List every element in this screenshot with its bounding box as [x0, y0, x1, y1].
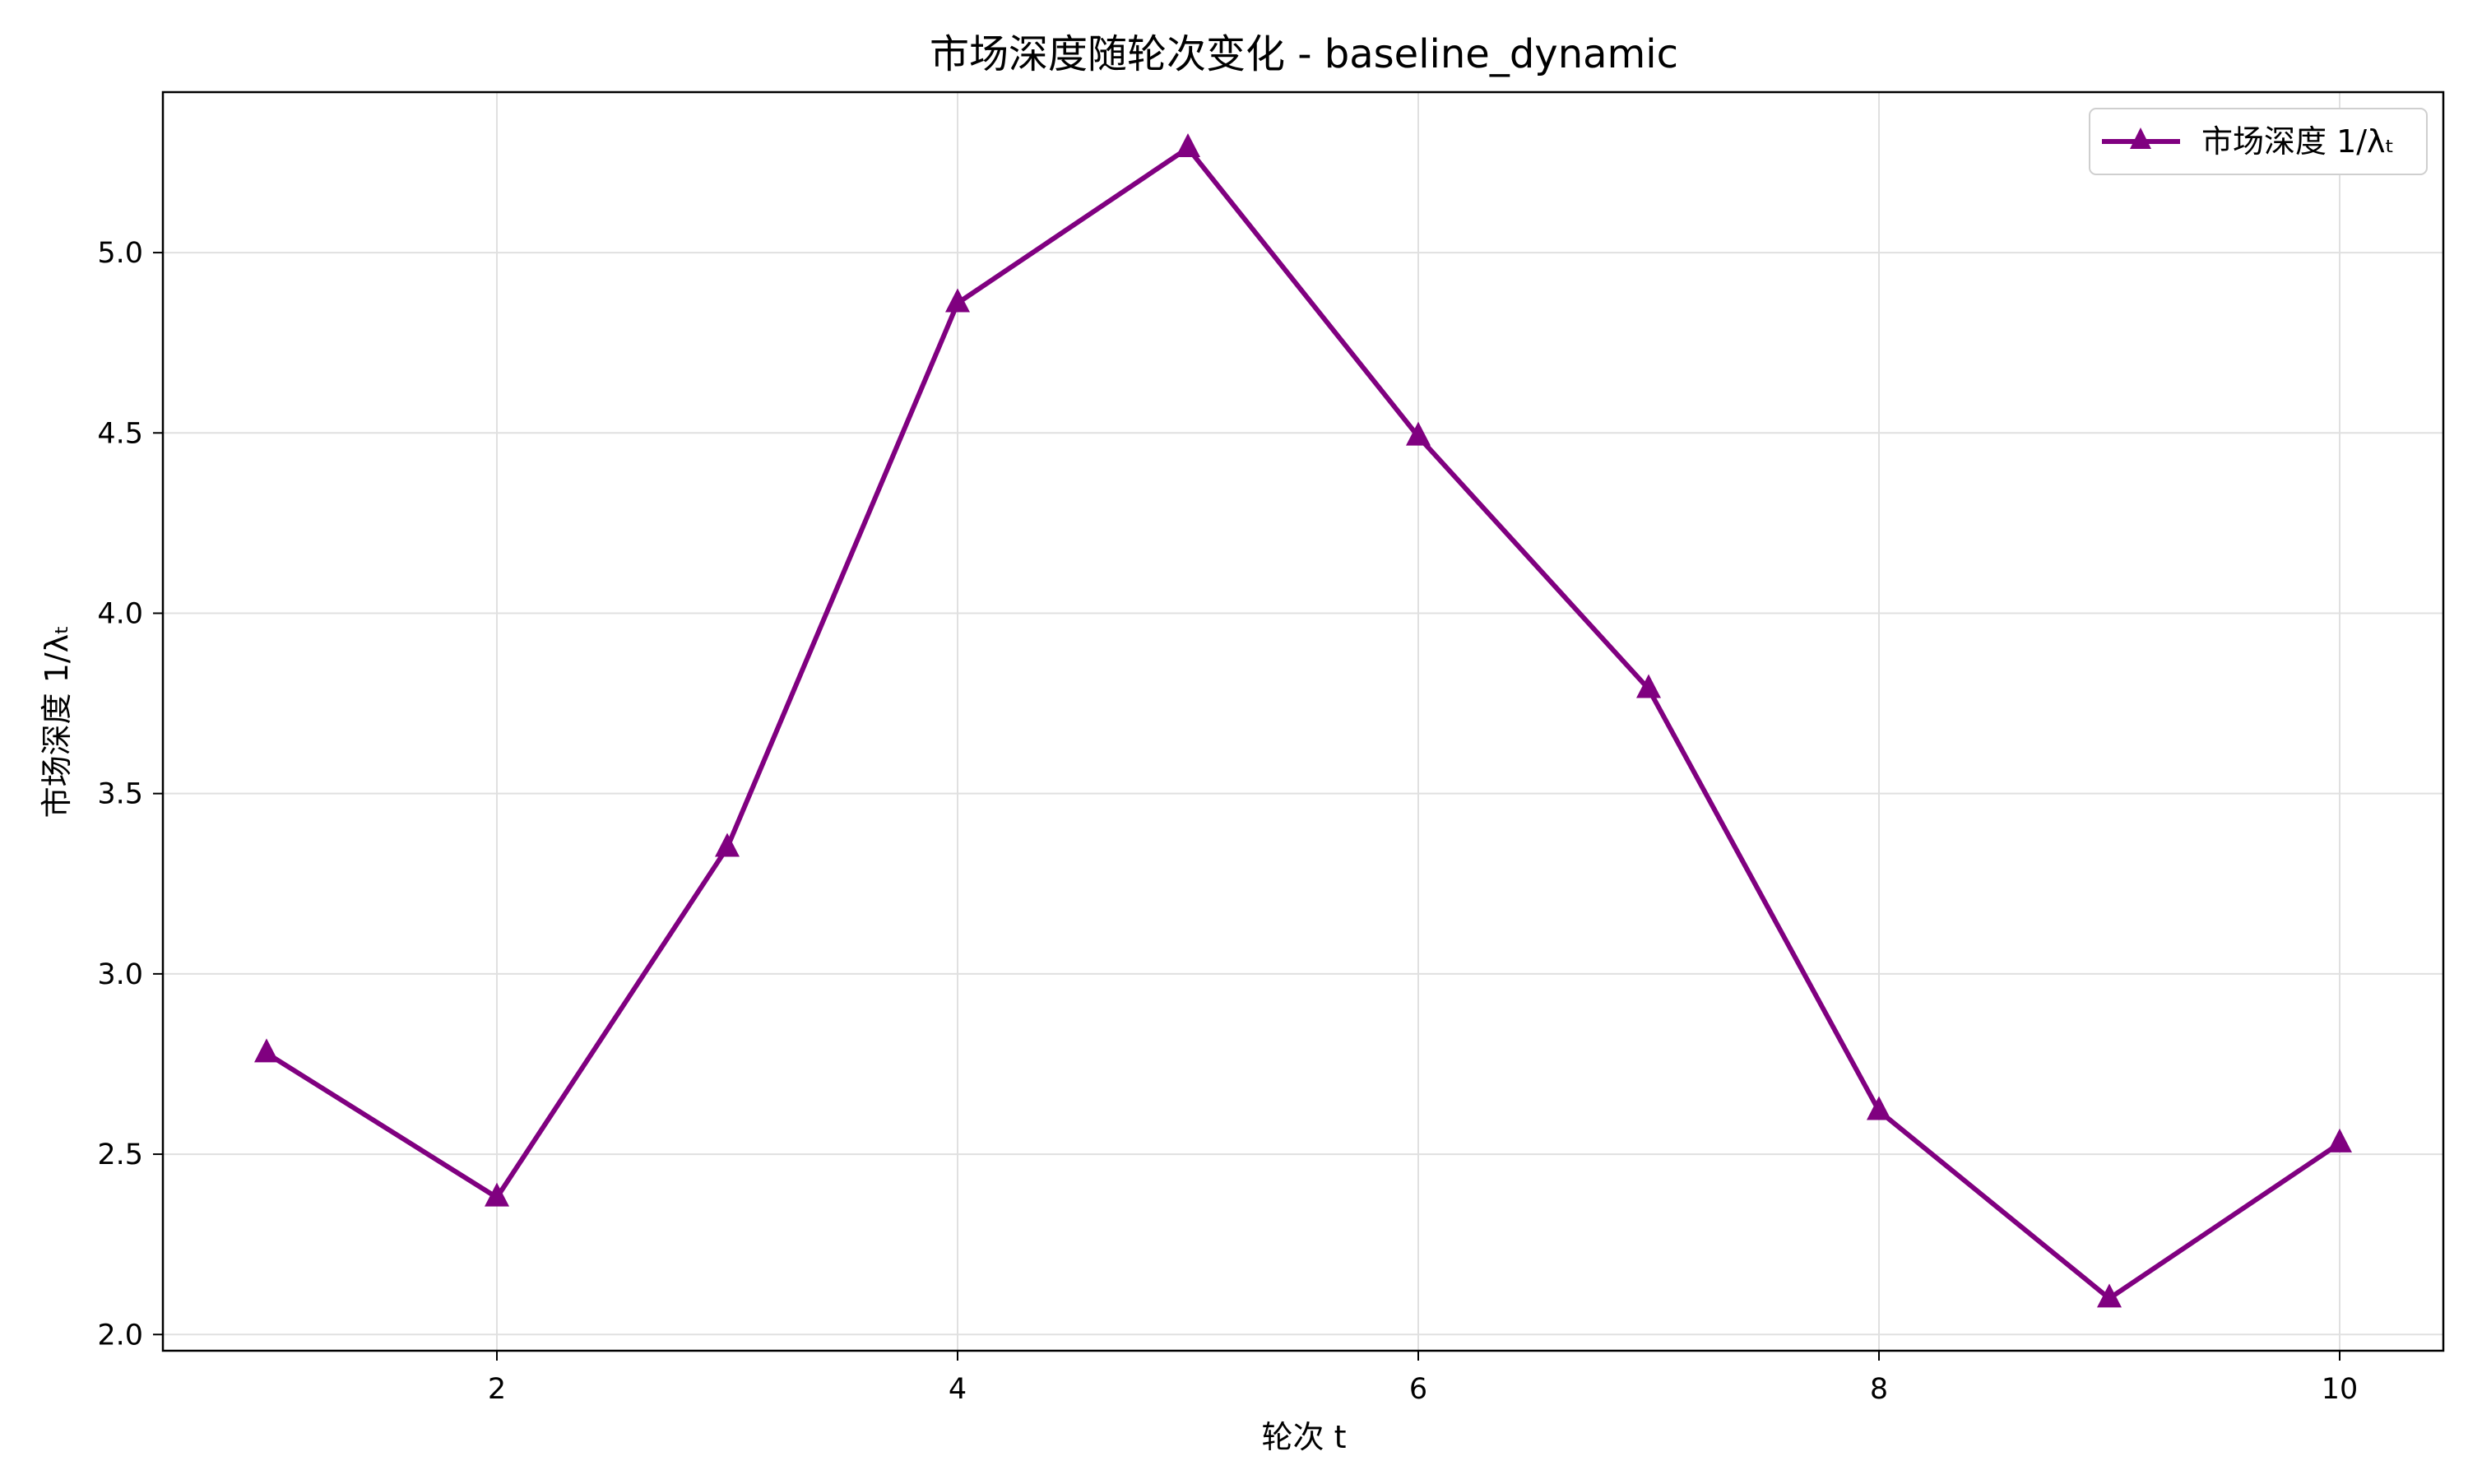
x-tick-label: 4 [949, 1373, 967, 1406]
data-point-triangle-marker [1176, 132, 1200, 157]
legend: 市场深度 1/λₜ [2089, 108, 2428, 175]
data-point-triangle-marker [1406, 421, 1431, 446]
x-tick-label: 10 [2322, 1373, 2359, 1406]
y-tick-label: 2.0 [97, 1319, 143, 1352]
legend-series-label: 市场深度 1/λₜ [2201, 123, 2395, 160]
plot-area-frame [161, 90, 2445, 1352]
y-tick-label: 4.5 [97, 417, 143, 450]
series-layer [254, 132, 2352, 1308]
y-tick-label: 4.0 [97, 597, 143, 630]
legend-box [2089, 108, 2428, 175]
chart-title: 市场深度随轮次变化 - baseline_dynamic [930, 31, 1678, 77]
data-point-triangle-marker [254, 1038, 279, 1063]
tick-layer: 2 4 6 8 10 2.0 2.5 3.0 3.5 4.0 4.5 5.0 [97, 237, 2358, 1406]
data-point-triangle-marker [2097, 1283, 2122, 1308]
x-tick-label: 6 [1409, 1373, 1427, 1406]
y-axis-label: 市场深度 1/λₜ [39, 625, 75, 819]
data-point-triangle-marker [2327, 1128, 2352, 1152]
grid-layer [163, 92, 2443, 1351]
series-line [265, 146, 2341, 1301]
x-tick-label: 2 [488, 1373, 506, 1406]
data-point-triangle-marker [1867, 1096, 1891, 1120]
y-tick-label: 2.5 [97, 1139, 143, 1171]
x-tick-label: 8 [1870, 1373, 1888, 1406]
x-axis-label: 轮次 t [1262, 1419, 1347, 1455]
data-point-triangle-marker [485, 1182, 509, 1207]
legend-triangle-marker-icon [2130, 128, 2151, 149]
y-tick-label: 5.0 [97, 237, 143, 270]
data-point-triangle-marker [715, 832, 740, 857]
y-tick-label: 3.5 [97, 778, 143, 811]
y-tick-label: 3.0 [97, 958, 143, 991]
data-point-triangle-marker [1636, 674, 1661, 698]
data-point-triangle-marker [945, 288, 970, 313]
